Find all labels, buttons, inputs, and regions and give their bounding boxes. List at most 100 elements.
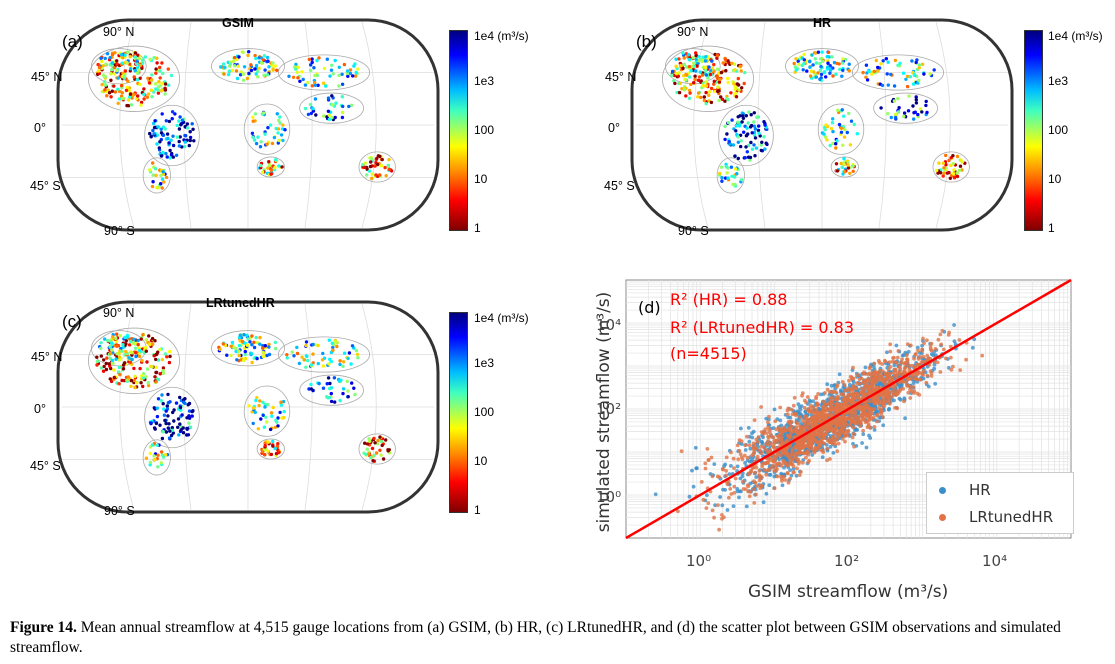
gauge-point xyxy=(120,349,124,353)
gauge-point xyxy=(920,62,925,66)
data-point xyxy=(900,379,904,384)
gauge-point xyxy=(95,363,99,367)
gauge-point xyxy=(192,139,196,143)
gauge-point xyxy=(348,68,353,72)
gauge-point xyxy=(736,140,740,144)
gauge-point xyxy=(152,90,156,94)
gauge-point xyxy=(916,81,920,85)
gauge-point xyxy=(266,166,270,170)
data-point xyxy=(824,408,829,413)
gauge-point xyxy=(712,79,716,84)
gauge-point xyxy=(752,120,756,124)
gauge-point xyxy=(843,128,847,132)
gauge-point xyxy=(126,375,131,379)
map-title: HR xyxy=(813,16,832,30)
data-point xyxy=(771,445,776,449)
gauge-point xyxy=(925,110,929,115)
gauge-point xyxy=(696,91,701,95)
gauge-point xyxy=(326,376,331,380)
data-point xyxy=(863,372,867,376)
gauge-point xyxy=(164,151,168,156)
gauge-point xyxy=(138,76,142,81)
gauge-point xyxy=(864,63,869,67)
gauge-point xyxy=(723,58,728,62)
data-point xyxy=(775,467,779,472)
data-point xyxy=(791,467,796,471)
data-point xyxy=(815,403,819,408)
gauge-point xyxy=(230,68,235,73)
gauge-point xyxy=(914,60,918,65)
gauge-point xyxy=(834,146,838,150)
gauge-point xyxy=(134,354,138,359)
gauge-point xyxy=(138,82,142,87)
data-point xyxy=(920,349,925,353)
gauge-point xyxy=(356,67,360,71)
gauge-point xyxy=(160,88,164,93)
gauge-point xyxy=(748,125,753,129)
gauge-point xyxy=(329,399,334,404)
gauge-point xyxy=(149,88,153,92)
data-point xyxy=(826,438,830,443)
gauge-point xyxy=(150,342,155,346)
data-point xyxy=(798,415,802,419)
gauge-point xyxy=(101,369,106,373)
gauge-point xyxy=(267,342,271,347)
gauge-point xyxy=(125,85,129,90)
data-point xyxy=(754,465,759,470)
gauge-point xyxy=(260,61,264,65)
data-point xyxy=(790,447,795,451)
gauge-point xyxy=(190,414,194,418)
gauge-point xyxy=(309,363,314,367)
data-point xyxy=(921,336,925,341)
colorbar-tick: 1 xyxy=(1048,221,1055,235)
gauge-point xyxy=(710,59,714,63)
data-point xyxy=(830,427,834,431)
gauge-point xyxy=(345,379,349,384)
data-point xyxy=(880,369,885,373)
gauge-point xyxy=(328,381,332,386)
gauge-point xyxy=(188,138,192,143)
gauge-point xyxy=(865,78,870,82)
gauge-point xyxy=(810,53,814,57)
gauge-point xyxy=(99,341,103,345)
gauge-point xyxy=(274,346,278,351)
data-point xyxy=(779,474,783,479)
gauge-point xyxy=(831,74,835,78)
gauge-point xyxy=(752,133,757,137)
gauge-point xyxy=(917,63,921,67)
data-point xyxy=(832,440,836,444)
gauge-point xyxy=(729,165,734,169)
gauge-point xyxy=(316,343,320,348)
colorbar-tick: 1 xyxy=(474,221,481,235)
data-point xyxy=(782,427,787,432)
gauge-point xyxy=(712,62,716,67)
gauge-point xyxy=(689,69,693,73)
gauge-point xyxy=(839,126,843,130)
data-point xyxy=(795,421,800,426)
data-point xyxy=(865,413,870,418)
legend: HR LRtunedHR xyxy=(926,472,1074,534)
gauge-point xyxy=(760,140,764,144)
gauge-point xyxy=(119,83,124,88)
gauge-point xyxy=(864,75,868,79)
stat-r2-hr: R² (HR) = 0.88 xyxy=(670,290,788,309)
gauge-point xyxy=(905,74,910,79)
data-point xyxy=(737,438,742,442)
gauge-point xyxy=(243,352,247,357)
colorbar-tick: 10 xyxy=(1048,172,1062,186)
gauge-point xyxy=(726,80,730,85)
gauge-point xyxy=(897,106,901,110)
gauge-point xyxy=(144,338,148,342)
gauge-point xyxy=(317,56,321,60)
gauge-point xyxy=(225,353,229,357)
gauge-point xyxy=(142,92,146,97)
gauge-point xyxy=(269,452,274,457)
gauge-point xyxy=(141,61,145,65)
data-point xyxy=(888,342,893,347)
gauge-point xyxy=(136,94,140,98)
gauge-point xyxy=(118,334,123,338)
gauge-point xyxy=(164,430,169,434)
gauge-point xyxy=(156,186,160,190)
lat-label-45s: 45° S xyxy=(30,179,61,193)
gauge-point xyxy=(261,354,266,359)
